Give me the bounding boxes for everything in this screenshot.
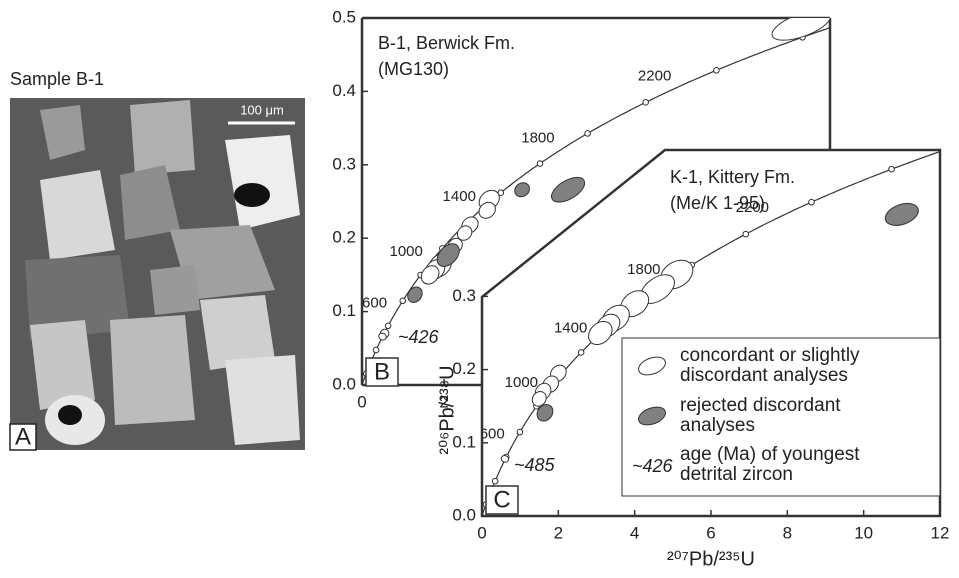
scale-bar-label: 100 μm [240, 102, 284, 117]
concordia-point [373, 347, 379, 353]
x-tick-label: 0 [357, 392, 366, 411]
y-tick-label: 0.3 [452, 286, 476, 305]
concordia-point [400, 298, 406, 304]
age-label: 1000 [389, 243, 422, 260]
age-label: 1800 [521, 130, 554, 147]
age-label: 1000 [505, 374, 538, 391]
sample-label: Sample B-1 [10, 69, 104, 89]
concordia-point [385, 323, 391, 329]
x-tick-label: 0 [477, 523, 486, 542]
concordia-point [643, 100, 649, 106]
x-tick-label: 10 [854, 523, 873, 542]
age-label: 2200 [638, 67, 671, 84]
y-axis-label: ²⁰⁶Pb/²³⁸U [436, 365, 458, 454]
concordia-point [517, 429, 523, 435]
legend-symbol: ~426 [632, 456, 674, 476]
concordia-point [585, 131, 591, 137]
age-label: 600 [362, 294, 387, 311]
chart-subtitle: (Me/K 1-95) [670, 193, 765, 213]
age-label: 600 [480, 426, 505, 443]
panel-label: A [15, 423, 31, 450]
chart-subtitle: (MG130) [378, 59, 449, 79]
chart-title: K-1, Kittery Fm. [670, 167, 795, 187]
legend-label: rejected discordant analyses [680, 396, 910, 436]
x-tick-label: 12 [931, 523, 950, 542]
y-tick-label: 0.5 [332, 7, 356, 26]
concordia-point [889, 166, 895, 172]
chart-title: B-1, Berwick Fm. [378, 33, 515, 53]
analysis-ellipse [405, 284, 425, 305]
y-tick-label: 0.2 [332, 228, 356, 247]
concordia-point [743, 231, 749, 237]
youngest-label: ~426 [398, 327, 440, 347]
age-label: 1800 [627, 261, 660, 278]
figure: Sample B-1 100 μm A 60010001400180022000… [0, 0, 959, 578]
legend-label: age (Ma) of youngest detrital zircon [680, 445, 910, 485]
x-tick-label: 4 [630, 523, 639, 542]
x-tick-label: 2 [554, 523, 563, 542]
x-tick-label: 8 [783, 523, 792, 542]
age-label: 1400 [554, 319, 587, 336]
analysis-ellipse [547, 172, 588, 207]
concordia-point [809, 199, 815, 205]
concordia-point [537, 161, 543, 167]
y-tick-label: 0.0 [332, 374, 356, 393]
y-tick-label: 0.3 [332, 154, 356, 173]
panel-label: B [374, 358, 390, 385]
concordia-point [492, 478, 498, 484]
x-tick-label: 6 [706, 523, 715, 542]
x-axis-label: ²⁰⁷Pb/²³⁵U [667, 548, 755, 570]
y-tick-label: 0.1 [332, 301, 356, 320]
concordia-point [905, 0, 911, 6]
photo: 100 μm A [10, 98, 305, 450]
panel-label: C [493, 486, 510, 513]
concordia-point [578, 350, 584, 356]
y-tick-label: 0.0 [452, 505, 476, 524]
concordia-point [714, 68, 720, 74]
age-label: 1400 [443, 188, 476, 205]
analysis-ellipse [512, 180, 532, 200]
y-tick-label: 0.4 [332, 81, 356, 100]
figure-svg: Sample B-1 100 μm A 60010001400180022000… [0, 0, 959, 578]
youngest-label: ~485 [514, 455, 556, 475]
legend-label: concordant or slightly discordant analys… [680, 346, 910, 386]
